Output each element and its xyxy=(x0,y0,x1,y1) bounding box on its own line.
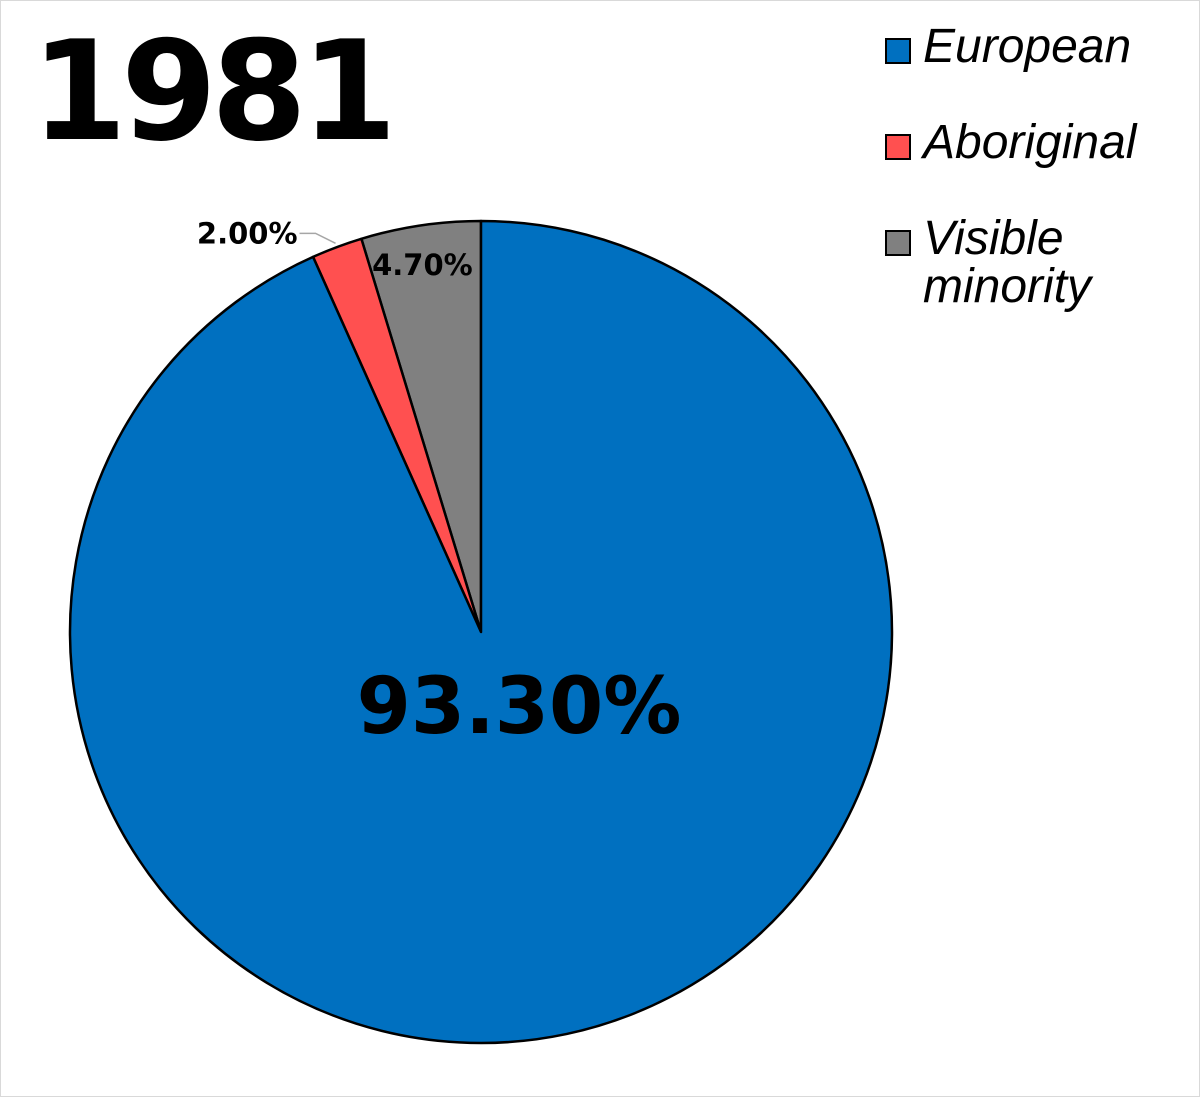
legend-swatch-european xyxy=(885,38,911,64)
legend-label-european: European xyxy=(923,20,1132,73)
pie-slice-european xyxy=(68,219,894,1045)
legend-item-european: European xyxy=(881,23,1163,71)
legend-label-visible-minority: Visible minority xyxy=(923,212,1092,313)
leader-line-aboriginal xyxy=(299,232,336,245)
chart-title: 1981 xyxy=(31,11,397,172)
legend-swatch-aboriginal xyxy=(885,134,911,160)
legend-item-aboriginal: Aboriginal xyxy=(881,119,1163,167)
legend-swatch-visible-minority xyxy=(885,230,911,256)
legend-item-visible-minority: Visible minority xyxy=(881,215,1163,311)
data-label-visible-minority: 4.70% xyxy=(372,248,473,282)
data-label-aboriginal: 2.00% xyxy=(197,216,298,250)
legend: European Aboriginal Visible minority xyxy=(881,23,1163,355)
legend-label-aboriginal: Aboriginal xyxy=(923,116,1137,169)
data-label-european: 93.30% xyxy=(357,662,682,752)
